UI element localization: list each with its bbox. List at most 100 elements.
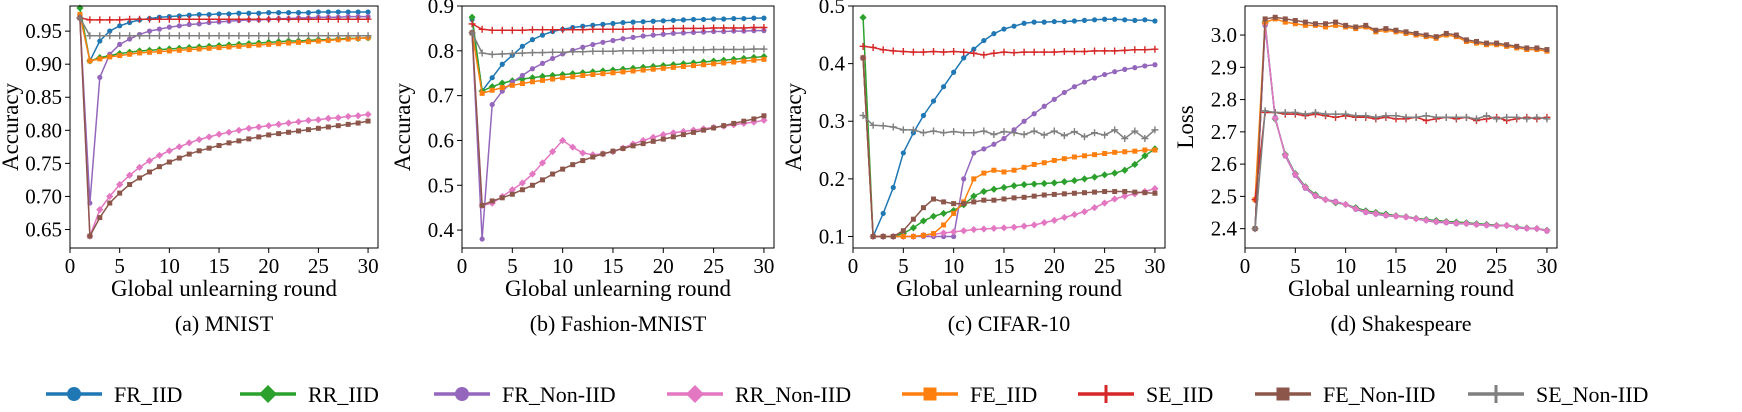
data-point-fr-iid-24 [1091,17,1098,23]
data-point-se-non-iid-14 [205,32,213,40]
data-point-fr-non-iid-12 [186,21,192,28]
data-point-fr-non-iid-30 [1152,62,1158,68]
data-point-se-non-iid-27 [334,32,342,40]
data-point-rr-iid-14 [990,185,998,193]
data-point-rr-non-iid-4 [106,192,114,201]
data-point-se-non-iid-13 [1372,113,1380,121]
data-point-se-iid-10 [165,15,173,23]
data-point-se-non-iid-11 [175,32,183,40]
data-point-fr-non-iid-27 [1122,66,1128,72]
series-se-non-iid [859,111,1159,143]
data-point-fe-iid-22 [1071,154,1077,160]
data-point-fr-non-iid-23 [690,29,697,36]
data-point-fr-non-iid-24 [1091,75,1098,81]
data-point-fr-iid-25 [711,16,717,22]
data-point-fe-non-iid-29 [751,116,757,122]
data-point-se-iid-16 [225,15,233,23]
data-point-fr-non-iid-16 [620,36,626,42]
series-line-se-non-iid [1254,110,1548,229]
data-point-fe-non-iid-4 [107,200,113,206]
data-point-se-iid-29 [354,15,362,23]
data-point-fr-iid-12 [971,46,977,52]
data-point-rr-non-iid-21 [1060,213,1068,222]
data-point-se-non-iid-9 [549,48,557,56]
data-point-fe-iid-18 [246,43,252,49]
data-point-fe-non-iid-27 [1514,43,1520,49]
data-point-rr-non-iid-12 [1362,208,1370,216]
data-point-fe-iid-27 [335,37,341,43]
data-point-se-iid-18 [245,15,253,23]
data-point-rr-non-iid-11 [1352,205,1360,213]
data-point-fe-non-iid-27 [1122,189,1128,195]
data-point-fe-iid-13 [981,170,987,176]
y-tick-label: 2.6 [1211,152,1237,176]
data-point-fr-non-iid-9 [549,55,556,62]
data-point-se-iid-7 [528,26,536,34]
data-point-se-non-iid-3 [879,122,887,130]
data-point-se-iid-15 [215,15,223,23]
data-point-se-iid-18 [639,25,647,33]
data-point-fe-non-iid-29 [1142,190,1148,196]
data-point-se-non-iid-30 [1151,126,1159,134]
x-tick-label: 30 [1144,254,1165,278]
data-point-fe-non-iid-5 [900,228,906,234]
data-point-se-iid-12 [579,26,587,34]
data-point-fr-iid-23 [1081,17,1088,24]
data-point-fr-iid-4 [107,28,113,34]
data-point-se-non-iid-18 [639,47,647,55]
data-point-rr-non-iid-16 [1010,223,1018,231]
data-point-fr-iid-14 [991,31,997,37]
data-point-fr-iid-25 [315,9,321,15]
data-point-se-non-iid-28 [1523,115,1531,123]
data-point-se-non-iid-22 [285,32,293,40]
data-point-fr-iid-22 [1071,18,1078,24]
data-point-fr-iid-5 [900,150,906,156]
data-point-fe-iid-4 [1282,19,1288,25]
series-fr-non-iid [1252,22,1550,234]
data-point-fe-non-iid-2 [87,233,93,239]
data-point-fe-non-iid-5 [509,191,515,197]
data-point-fe-iid-22 [286,40,292,46]
data-point-fe-iid-14 [206,45,212,51]
data-point-se-iid-9 [155,15,163,23]
data-point-se-non-iid-25 [710,45,718,53]
data-point-fe-non-iid-7 [1312,21,1318,27]
x-tick-label: 20 [258,254,279,278]
x-tick-label: 30 [358,254,379,278]
plot-area [1251,14,1551,235]
series-line-fe-non-iid [1254,16,1548,229]
data-point-fe-iid-3 [97,56,103,62]
data-point-fr-non-iid-21 [1061,89,1067,96]
data-point-fe-non-iid-27 [731,120,737,126]
data-point-fr-non-iid-11 [176,23,182,29]
data-point-fe-non-iid-2 [870,233,876,239]
data-point-fr-iid-18 [246,10,252,16]
data-point-se-non-iid-30 [760,45,768,53]
data-point-fe-non-iid-8 [931,196,937,202]
data-point-se-non-iid-23 [1080,133,1088,141]
data-point-rr-iid-16 [1010,182,1018,190]
data-point-fr-iid-27 [731,15,737,22]
data-point-fe-iid-24 [701,62,707,68]
legend-item-rr-iid: RR_IID [240,382,379,407]
data-point-fe-non-iid-7 [529,182,535,188]
data-point-rr-non-iid-9 [548,148,557,156]
data-point-fr-non-iid-17 [1021,118,1027,124]
series-rr-non-iid [1251,20,1551,235]
data-point-fe-iid-5 [900,233,906,239]
x-tick-label: 15 [209,254,230,278]
data-point-rr-non-iid-13 [1372,209,1380,218]
y-tick-label: 0.9 [428,0,454,18]
x-tick-label: 5 [898,254,909,278]
data-point-se-non-iid-19 [1432,113,1440,121]
series-line-rr-non-iid [471,32,765,207]
legend-item-se-non-iid: SE_Non-IID [1468,382,1648,407]
data-point-rr-non-iid-29 [1533,225,1541,233]
data-point-fe-iid-17 [1021,164,1027,170]
data-point-rr-non-iid-18 [1030,221,1038,229]
data-point-fe-non-iid-4 [1282,16,1288,22]
data-point-rr-iid-21 [1060,178,1068,186]
data-point-fe-non-iid-15 [1001,196,1007,202]
series-rr-iid [859,13,1159,241]
data-point-fe-non-iid-11 [1353,24,1359,30]
